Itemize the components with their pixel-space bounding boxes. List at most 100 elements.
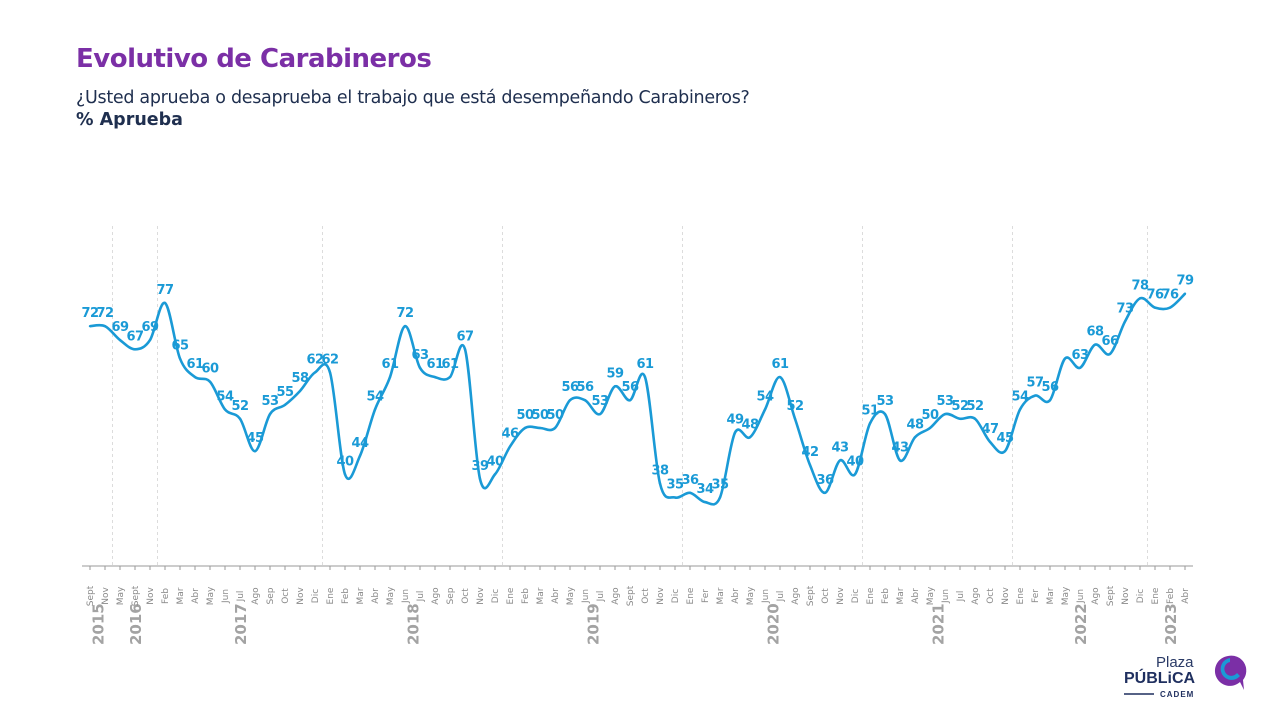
logo-text-plaza: Plaza	[1156, 654, 1194, 671]
data-label: 52	[966, 399, 983, 414]
data-point	[373, 408, 377, 411]
data-point	[1063, 357, 1067, 360]
data-point	[478, 477, 482, 481]
data-point	[223, 408, 227, 411]
measure-label: % Aprueba	[76, 110, 183, 130]
data-label: 45	[246, 431, 264, 446]
data-label: 36	[681, 473, 699, 488]
x-tick-label: Jun	[761, 589, 771, 604]
data-label: 69	[111, 320, 129, 335]
year-label: 2023	[1162, 603, 1180, 645]
x-tick-label: Ago	[611, 587, 621, 605]
data-label: 61	[381, 357, 399, 372]
data-point	[868, 422, 872, 425]
data-label: 48	[741, 417, 759, 432]
data-point	[433, 375, 437, 379]
data-point	[973, 417, 977, 420]
x-tick-label: Mar	[1046, 587, 1056, 604]
data-point	[733, 431, 737, 434]
x-tick-label: Ene	[1151, 587, 1161, 604]
data-point	[268, 412, 272, 416]
x-tick-label: Nov	[1001, 587, 1011, 605]
x-tick-label: Ago	[971, 587, 981, 605]
data-point	[193, 375, 197, 379]
x-tick-label: Ene	[866, 587, 876, 604]
x-tick-label: Jun	[221, 589, 231, 604]
data-point	[253, 449, 257, 453]
data-label: 52	[231, 399, 248, 414]
data-point	[133, 348, 137, 351]
data-label: 62	[321, 352, 338, 367]
data-label: 63	[1071, 348, 1089, 363]
x-tick-label: Ago	[791, 587, 801, 605]
data-point	[1003, 449, 1007, 453]
x-tick-label: May	[206, 586, 216, 605]
x-tick-label: Sept	[86, 585, 96, 606]
data-point	[598, 412, 602, 416]
data-label: 52	[951, 399, 968, 414]
x-tick-label: Jun	[581, 589, 591, 604]
chart-title: Evolutivo de Carabineros	[76, 44, 432, 74]
x-tick-label: Feb	[521, 588, 531, 604]
data-point	[283, 403, 287, 407]
data-label: 67	[126, 329, 144, 344]
data-label: 45	[996, 431, 1014, 446]
data-point	[358, 454, 362, 457]
year-label: 2018	[405, 603, 423, 645]
data-label: 72	[81, 306, 98, 321]
x-tick-label: Feb	[881, 588, 891, 604]
data-point	[838, 459, 842, 462]
data-point	[1048, 399, 1052, 402]
data-label: 53	[261, 394, 279, 409]
data-label: 50	[516, 408, 534, 423]
data-point	[748, 436, 752, 439]
data-label: 39	[471, 459, 489, 474]
data-label: 77	[156, 283, 174, 298]
x-tick-label: Sept	[131, 585, 141, 606]
data-label: 43	[891, 440, 909, 455]
year-label: 2017	[232, 603, 250, 645]
data-point	[178, 357, 182, 360]
data-point	[313, 371, 317, 374]
data-point	[163, 301, 167, 305]
data-point	[1183, 292, 1187, 295]
data-point	[508, 445, 512, 448]
data-point	[898, 459, 902, 462]
data-label: 35	[666, 477, 684, 492]
data-point	[658, 482, 662, 485]
data-point	[793, 417, 797, 420]
data-point	[1078, 366, 1082, 370]
data-point	[553, 426, 557, 430]
data-point	[103, 324, 107, 328]
x-tick-label: May	[566, 586, 576, 605]
x-tick-label: Sept	[806, 585, 816, 606]
data-label: 53	[876, 394, 894, 409]
x-tick-label: May	[746, 586, 756, 605]
data-label: 38	[651, 464, 669, 479]
data-point	[118, 338, 122, 342]
year-label: 2016	[127, 603, 145, 645]
data-label: 57	[1026, 376, 1044, 391]
data-point	[1093, 343, 1097, 346]
data-point	[493, 473, 497, 476]
data-point	[913, 436, 917, 439]
data-point	[718, 496, 722, 499]
data-point	[673, 496, 677, 499]
x-tick-label: Ago	[1091, 587, 1101, 605]
x-tick-label: Mar	[536, 587, 546, 604]
x-tick-label: Dic	[671, 589, 681, 603]
data-point	[613, 385, 617, 388]
x-tick-label: Mar	[176, 587, 186, 604]
data-point	[628, 399, 632, 402]
x-tick-label: Nov	[476, 587, 486, 605]
data-label: 61	[771, 357, 789, 372]
data-point	[1153, 306, 1157, 309]
x-tick-label: Mar	[716, 587, 726, 604]
data-point	[538, 426, 542, 430]
x-tick-label: Mar	[356, 587, 366, 604]
data-point	[943, 412, 947, 416]
data-label: 40	[846, 454, 864, 469]
x-tick-label: Abr	[911, 588, 921, 604]
data-point	[928, 426, 932, 430]
data-point	[208, 380, 212, 383]
